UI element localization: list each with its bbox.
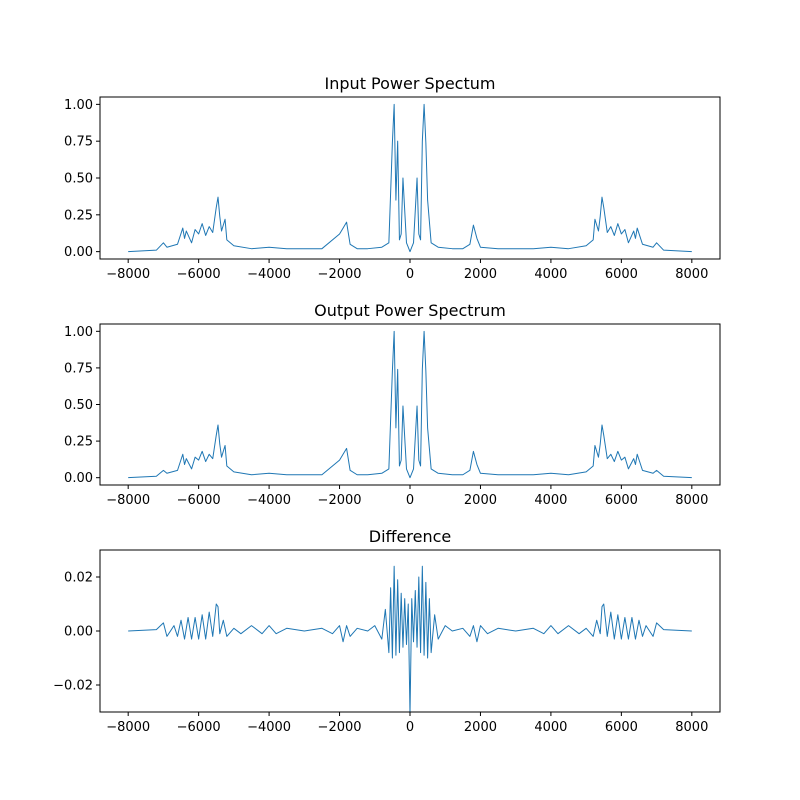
output-spectrum-ytick-label: 0.75 xyxy=(64,361,93,376)
input-spectrum-ytick-label: 0.00 xyxy=(64,245,93,260)
output-spectrum-xtick-label: 2000 xyxy=(464,493,497,508)
difference-xtick-label: −4000 xyxy=(247,720,291,735)
difference-xtick-label: 2000 xyxy=(464,720,497,735)
output-spectrum-title: Output Power Spectrum xyxy=(314,301,506,320)
input-spectrum-xtick-label: 8000 xyxy=(675,267,708,282)
input-spectrum-axes: Input Power Spectum −8000 −6000 −4000 −2000 0… xyxy=(64,74,721,282)
input-spectrum-xtick-label: −6000 xyxy=(177,267,221,282)
output-spectrum-xtick-label: 8000 xyxy=(675,493,708,508)
input-spectrum-title: Input Power Spectum xyxy=(325,74,496,93)
output-spectrum-ytick-label: 0.00 xyxy=(64,471,93,486)
output-spectrum-ytick-label: 0.25 xyxy=(64,435,93,450)
difference-xtick-label: 6000 xyxy=(605,720,638,735)
input-spectrum-ytick-label: 1.00 xyxy=(64,98,93,113)
difference-title: Difference xyxy=(369,527,451,546)
difference-xtick-label: −6000 xyxy=(177,720,221,735)
input-spectrum-xtick-label: −8000 xyxy=(106,267,150,282)
difference-xtick-label: −8000 xyxy=(106,720,150,735)
input-spectrum-xtick-label: 6000 xyxy=(605,267,638,282)
output-spectrum-ytick-label: 0.50 xyxy=(64,398,93,413)
output-spectrum-axes: Output Power Spectrum −8000 −6000 −4000 −200… xyxy=(64,301,721,508)
output-spectrum-xtick-label: −4000 xyxy=(247,493,291,508)
difference-series-line xyxy=(128,565,692,712)
difference-xtick-label: 4000 xyxy=(534,720,567,735)
output-spectrum-xtick-label: −6000 xyxy=(177,493,221,508)
difference-ytick-label: 0.02 xyxy=(64,571,93,586)
output-spectrum-xtick-label: −8000 xyxy=(106,493,150,508)
input-spectrum-xtick-label: 0 xyxy=(406,267,414,282)
difference-ytick-label: 0.00 xyxy=(64,625,93,640)
input-spectrum-xtick-label: −4000 xyxy=(247,267,291,282)
input-spectrum-ytick-label: 0.50 xyxy=(64,172,93,187)
input-spectrum-series-line xyxy=(128,103,692,253)
difference-xtick-label: 0 xyxy=(406,720,414,735)
input-spectrum-xtick-label: 2000 xyxy=(464,267,497,282)
difference-ytick-label: −0.02 xyxy=(53,679,93,694)
difference-xtick-label: −2000 xyxy=(318,720,362,735)
difference-xtick-label: 8000 xyxy=(675,720,708,735)
output-spectrum-xtick-label: 6000 xyxy=(605,493,638,508)
output-spectrum-xtick-label: 4000 xyxy=(534,493,567,508)
difference-axes: Difference −8000 −6000 −4000 −2000 0 2000 4000 6… xyxy=(53,527,721,735)
output-spectrum-xtick-label: −2000 xyxy=(318,493,362,508)
input-spectrum-xtick-label: −2000 xyxy=(318,267,362,282)
output-spectrum-ytick-label: 1.00 xyxy=(64,325,93,340)
input-spectrum-ytick-label: 0.25 xyxy=(64,208,93,223)
input-spectrum-ytick-label: 0.75 xyxy=(64,135,93,150)
output-spectrum-xtick-label: 0 xyxy=(406,493,414,508)
input-spectrum-xtick-label: 4000 xyxy=(534,267,567,282)
output-spectrum-series-line xyxy=(128,330,692,479)
